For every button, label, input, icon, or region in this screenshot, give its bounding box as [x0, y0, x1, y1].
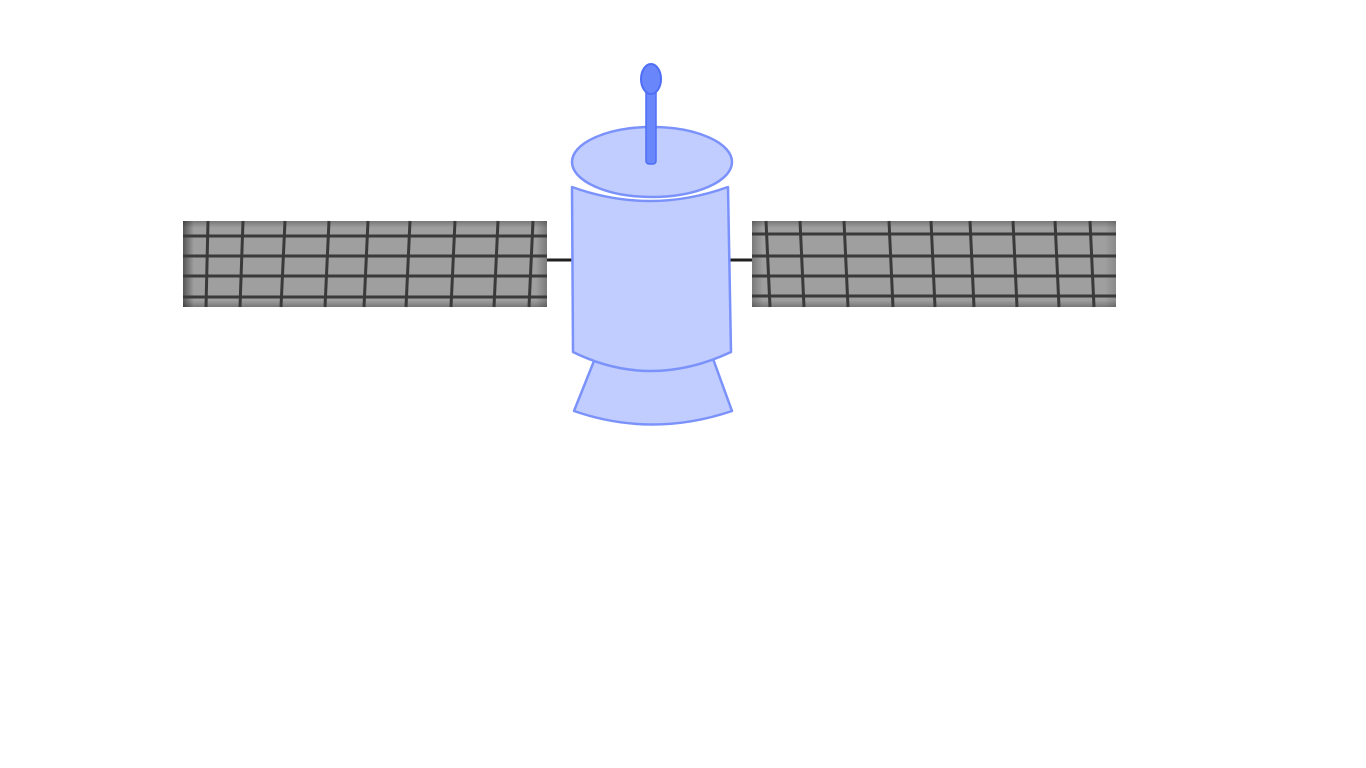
- antenna-mast: [645, 85, 657, 165]
- satellite-body: [570, 185, 733, 373]
- left-solar-panel: [183, 220, 547, 308]
- right-solar-panel: [752, 220, 1116, 308]
- antenna-tip-icon: [640, 63, 662, 95]
- thruster-nozzle: [572, 354, 734, 426]
